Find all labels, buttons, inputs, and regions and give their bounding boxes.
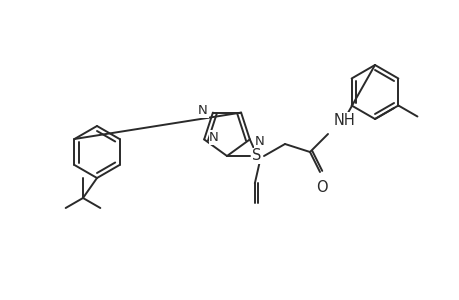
Text: N: N [209, 131, 218, 144]
Text: NH: NH [333, 113, 355, 128]
Text: O: O [315, 180, 327, 195]
Text: N: N [198, 104, 207, 117]
Text: N: N [254, 135, 264, 148]
Text: S: S [252, 148, 261, 164]
